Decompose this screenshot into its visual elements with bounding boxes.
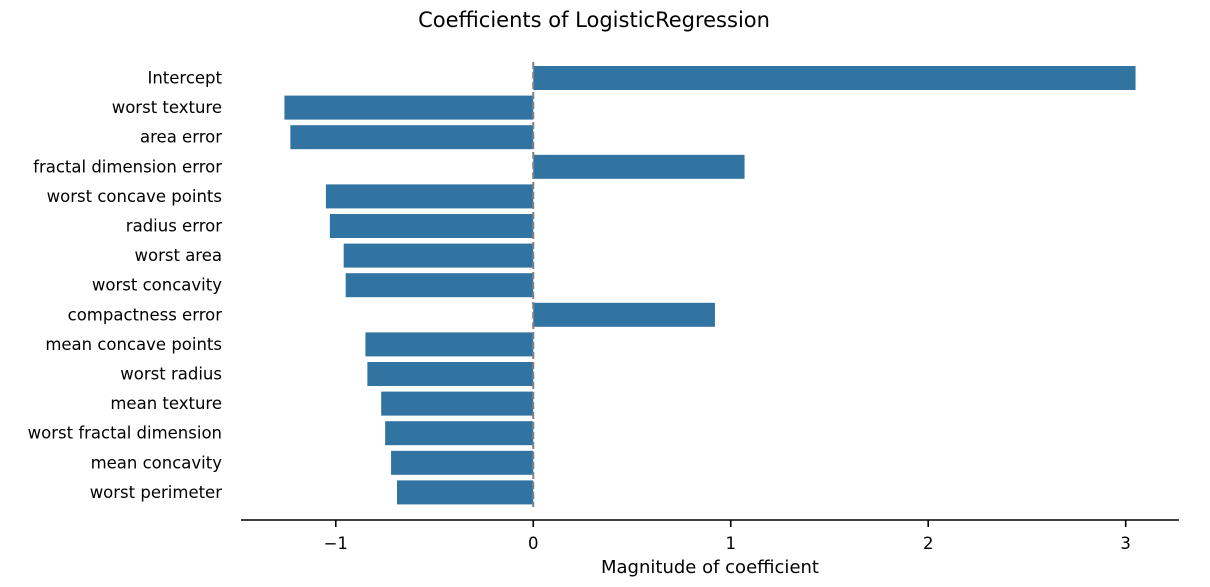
x-tick-label: 1: [725, 534, 736, 553]
category-label: worst fractal dimension: [28, 424, 222, 443]
category-label: worst concavity: [92, 276, 222, 295]
bar-radius-error: [329, 214, 534, 238]
category-label: compactness error: [68, 305, 223, 324]
category-label: area error: [140, 128, 222, 147]
x-tick-label: 2: [923, 534, 934, 553]
bar-worst-radius: [367, 362, 534, 386]
bar-worst-fractal-dimension: [385, 421, 534, 446]
x-tick-label: 0: [528, 534, 539, 553]
x-tick-label: −1: [324, 534, 348, 553]
category-label: mean concave points: [45, 335, 222, 354]
bars-layer: [284, 66, 1136, 505]
bar-Intercept: [533, 66, 1136, 90]
category-label: worst concave points: [47, 187, 222, 206]
category-label: worst perimeter: [90, 483, 223, 502]
category-label: worst texture: [112, 98, 222, 117]
category-label: worst area: [135, 246, 222, 265]
bar-mean-concave-points: [365, 332, 534, 357]
bar-mean-concavity: [391, 450, 534, 475]
chart-title: Coefficients of LogisticRegression: [418, 8, 770, 32]
bar-worst-concave-points: [325, 184, 534, 209]
x-axis-label: Magnitude of coefficient: [601, 557, 819, 578]
category-label: mean texture: [110, 394, 222, 413]
x-tick-label: 3: [1120, 534, 1131, 553]
category-label: Intercept: [147, 69, 222, 88]
bar-worst-concavity: [345, 273, 534, 298]
category-label: fractal dimension error: [33, 157, 222, 176]
bar-worst-texture: [284, 95, 534, 120]
category-labels: Intercept worst texture area error fractal …: [28, 69, 223, 502]
bar-worst-perimeter: [397, 480, 534, 505]
bar-area-error: [290, 125, 534, 150]
category-label: radius error: [126, 217, 222, 236]
bar-compactness-error: [533, 302, 715, 327]
bar-mean-texture: [381, 391, 534, 416]
category-label: worst radius: [120, 365, 222, 384]
category-label: mean concavity: [91, 453, 223, 472]
x-axis-ticks: −1 0 1 2 3: [324, 520, 1131, 553]
bar-worst-area: [343, 243, 534, 268]
bar-fractal-dimension-error: [533, 154, 745, 179]
